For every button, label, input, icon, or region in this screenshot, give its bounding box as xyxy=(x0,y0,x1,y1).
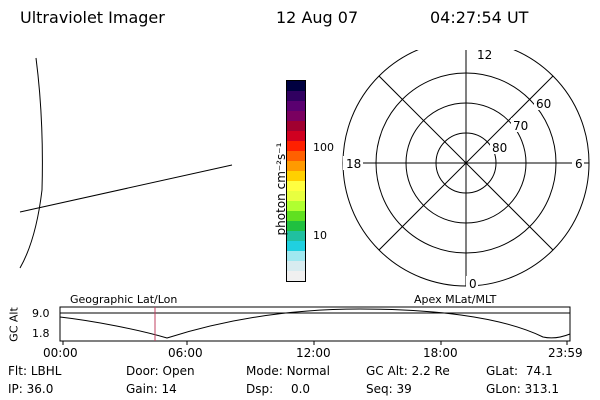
gc-alt-label: GC Alt: xyxy=(366,364,408,378)
colorbar-segment xyxy=(287,171,305,181)
status-ip: IP: 36.0 xyxy=(8,382,53,396)
x-label-1200: 12:00 xyxy=(296,346,331,360)
date-label: 12 Aug 07 xyxy=(276,8,359,27)
geo-longitude-line xyxy=(19,164,233,213)
status-gain: Gain: 14 xyxy=(126,382,177,396)
colorbar-segment xyxy=(287,101,305,111)
gc-altitude-curve xyxy=(59,308,571,339)
timeline-y-top: 9.0 xyxy=(32,307,50,320)
seq-label: Seq: xyxy=(366,382,393,396)
timeline-y-bottom: 1.8 xyxy=(32,327,50,340)
status-dsp: Dsp: 0.0 xyxy=(246,382,310,396)
gain-label: Gain: xyxy=(126,382,158,396)
gain-value: 14 xyxy=(161,382,177,396)
ip-label: IP: xyxy=(8,382,23,396)
dsp-value: 0.0 xyxy=(290,382,311,396)
status-gc-alt: GC Alt: 2.2 Re xyxy=(366,364,450,378)
colorbar-segment xyxy=(287,91,305,101)
door-value: Open xyxy=(162,364,195,378)
dsp-label: Dsp: xyxy=(246,382,274,396)
status-door: Door: Open xyxy=(126,364,195,378)
colorbar-segment xyxy=(287,121,305,131)
colorbar-segment xyxy=(287,81,305,91)
glat-label: GLat: xyxy=(486,364,519,378)
mode-label: Mode: xyxy=(246,364,283,378)
seq-value: 39 xyxy=(396,382,412,396)
status-flt: Flt: LBHL xyxy=(8,364,61,378)
door-label: Door: xyxy=(126,364,159,378)
time-label: 04:27:54 UT xyxy=(430,8,529,27)
timeline-frame xyxy=(59,306,571,342)
mode-value: Normal xyxy=(286,364,330,378)
mlt-label-left: 18 xyxy=(346,157,361,171)
x-label-0600: 06:00 xyxy=(168,346,203,360)
mlt-label-right: 6 xyxy=(575,157,583,171)
colorbar-tick-100: 100 xyxy=(313,141,334,154)
glon-value: 313.1 xyxy=(524,382,559,396)
colorbar-segment xyxy=(287,191,305,201)
timeline-y-label: GC Alt xyxy=(7,307,21,342)
x-label-1800: 18:00 xyxy=(423,346,458,360)
glon-label: GLon: xyxy=(486,382,521,396)
colorbar-tick-10: 10 xyxy=(313,229,327,242)
colorbar-segment xyxy=(287,111,305,121)
flt-value: LBHL xyxy=(30,364,62,378)
ip-value: 36.0 xyxy=(26,382,54,396)
lat-label-80: 80 xyxy=(492,141,507,155)
timeline-right-label: Apex MLat/MLT xyxy=(414,293,497,306)
colorbar-segment xyxy=(287,151,305,161)
geo-latitude-curve xyxy=(19,57,43,269)
glat-value: 74.1 xyxy=(525,364,553,378)
polar-diagonal-2 xyxy=(378,75,554,251)
polar-plot: 12 18 6 0 60 70 80 xyxy=(342,50,590,290)
gc-alt-value: 2.2 Re xyxy=(411,364,450,378)
x-label-0000: 00:00 xyxy=(43,346,78,360)
colorbar-segment xyxy=(287,211,305,221)
colorbar-segment xyxy=(287,201,305,211)
colorbar-segment xyxy=(287,261,305,271)
colorbar-segment xyxy=(287,271,305,281)
colorbar-segment xyxy=(287,221,305,231)
colorbar xyxy=(286,80,306,282)
orbit-timeline xyxy=(59,306,571,345)
mlt-label-bottom: 0 xyxy=(469,277,477,290)
lat-label-70: 70 xyxy=(513,119,528,133)
flt-label: Flt: xyxy=(8,364,27,378)
colorbar-unit-label: photon cm⁻²s⁻¹ xyxy=(274,142,288,236)
x-label-2359: 23:59 xyxy=(548,346,583,360)
lat-label-60: 60 xyxy=(536,97,551,111)
colorbar-segment xyxy=(287,231,305,241)
colorbar-segment xyxy=(287,131,305,141)
instrument-title: Ultraviolet Imager xyxy=(20,8,165,27)
status-glon: GLon: 313.1 xyxy=(486,382,559,396)
colorbar-segment xyxy=(287,141,305,151)
status-seq: Seq: 39 xyxy=(366,382,412,396)
mlt-label-top: 12 xyxy=(477,50,492,62)
status-mode: Mode: Normal xyxy=(246,364,330,378)
status-glat: GLat: 74.1 xyxy=(486,364,553,378)
colorbar-segment xyxy=(287,251,305,261)
colorbar-segment xyxy=(287,181,305,191)
timeline-left-label: Geographic Lat/Lon xyxy=(70,293,178,306)
colorbar-segment xyxy=(287,161,305,171)
geographic-panel xyxy=(19,57,233,269)
colorbar-segment xyxy=(287,241,305,251)
